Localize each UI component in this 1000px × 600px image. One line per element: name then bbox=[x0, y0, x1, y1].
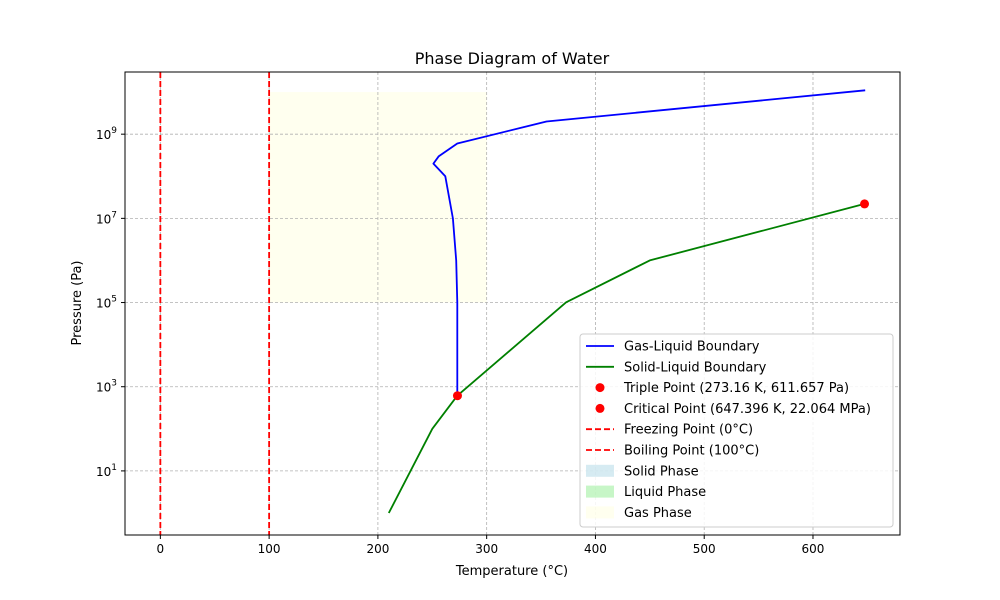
y-tick-label: 109 bbox=[96, 126, 117, 142]
x-tick-label: 0 bbox=[157, 542, 165, 556]
y-axis-ticks: 101 103 105 107 109 bbox=[96, 126, 125, 479]
legend-solid-phase-swatch bbox=[586, 464, 614, 477]
solid-liquid-boundary-line bbox=[388, 203, 865, 514]
triple-point-marker bbox=[452, 391, 462, 401]
gas-liquid-boundary-line bbox=[432, 89, 866, 396]
legend-liquid-phase-swatch bbox=[586, 485, 614, 498]
y-axis-label: Pressure (Pa) bbox=[70, 260, 85, 345]
legend-gas-liquid-boundary-label: Gas-Liquid Boundary bbox=[624, 340, 760, 355]
legend-solid-phase-label: Solid Phase bbox=[624, 464, 699, 479]
legend-gas-phase-swatch bbox=[586, 506, 614, 519]
x-tick-label: 300 bbox=[475, 542, 498, 556]
x-tick-label: 500 bbox=[693, 542, 716, 556]
x-tick-label: 100 bbox=[258, 542, 281, 556]
legend-critical-point-swatch bbox=[595, 403, 605, 413]
data-series bbox=[159, 72, 870, 535]
y-tick-label: 105 bbox=[96, 295, 117, 311]
chart-title: Phase Diagram of Water bbox=[415, 49, 610, 68]
axes-frame bbox=[124, 71, 901, 536]
legend-box bbox=[579, 333, 894, 528]
legend-critical-point-label: Critical Point (647.396 K, 22.064 MPa) bbox=[624, 402, 871, 417]
x-tick-label: 400 bbox=[584, 542, 607, 556]
y-tick-label: 101 bbox=[96, 463, 117, 479]
x-tick-label: 200 bbox=[366, 542, 389, 556]
legend-solid-liquid-boundary-label: Solid-Liquid Boundary bbox=[624, 360, 767, 375]
legend-triple-point-label: Triple Point (273.16 K, 611.657 Pa) bbox=[623, 381, 849, 396]
legend-freezing-point-label: Freezing Point (0°C) bbox=[624, 423, 753, 438]
legend-liquid-phase-label: Liquid Phase bbox=[624, 485, 706, 500]
critical-point-marker bbox=[860, 199, 870, 209]
legend-boiling-point-label: Boiling Point (100°C) bbox=[624, 444, 759, 459]
legend: Gas-Liquid Boundary Solid-Liquid Boundary… bbox=[579, 333, 894, 528]
legend-gas-phase-label: Gas Phase bbox=[624, 506, 692, 521]
x-axis-ticks: 0 100 200 300 400 500 600 bbox=[157, 535, 825, 556]
legend-triple-point-swatch bbox=[595, 383, 605, 393]
plot-frame bbox=[124, 71, 901, 536]
x-tick-label: 600 bbox=[802, 542, 825, 556]
y-tick-label: 107 bbox=[96, 210, 117, 226]
y-tick-label: 103 bbox=[96, 379, 117, 395]
x-axis-label: Temperature (°C) bbox=[455, 564, 568, 579]
